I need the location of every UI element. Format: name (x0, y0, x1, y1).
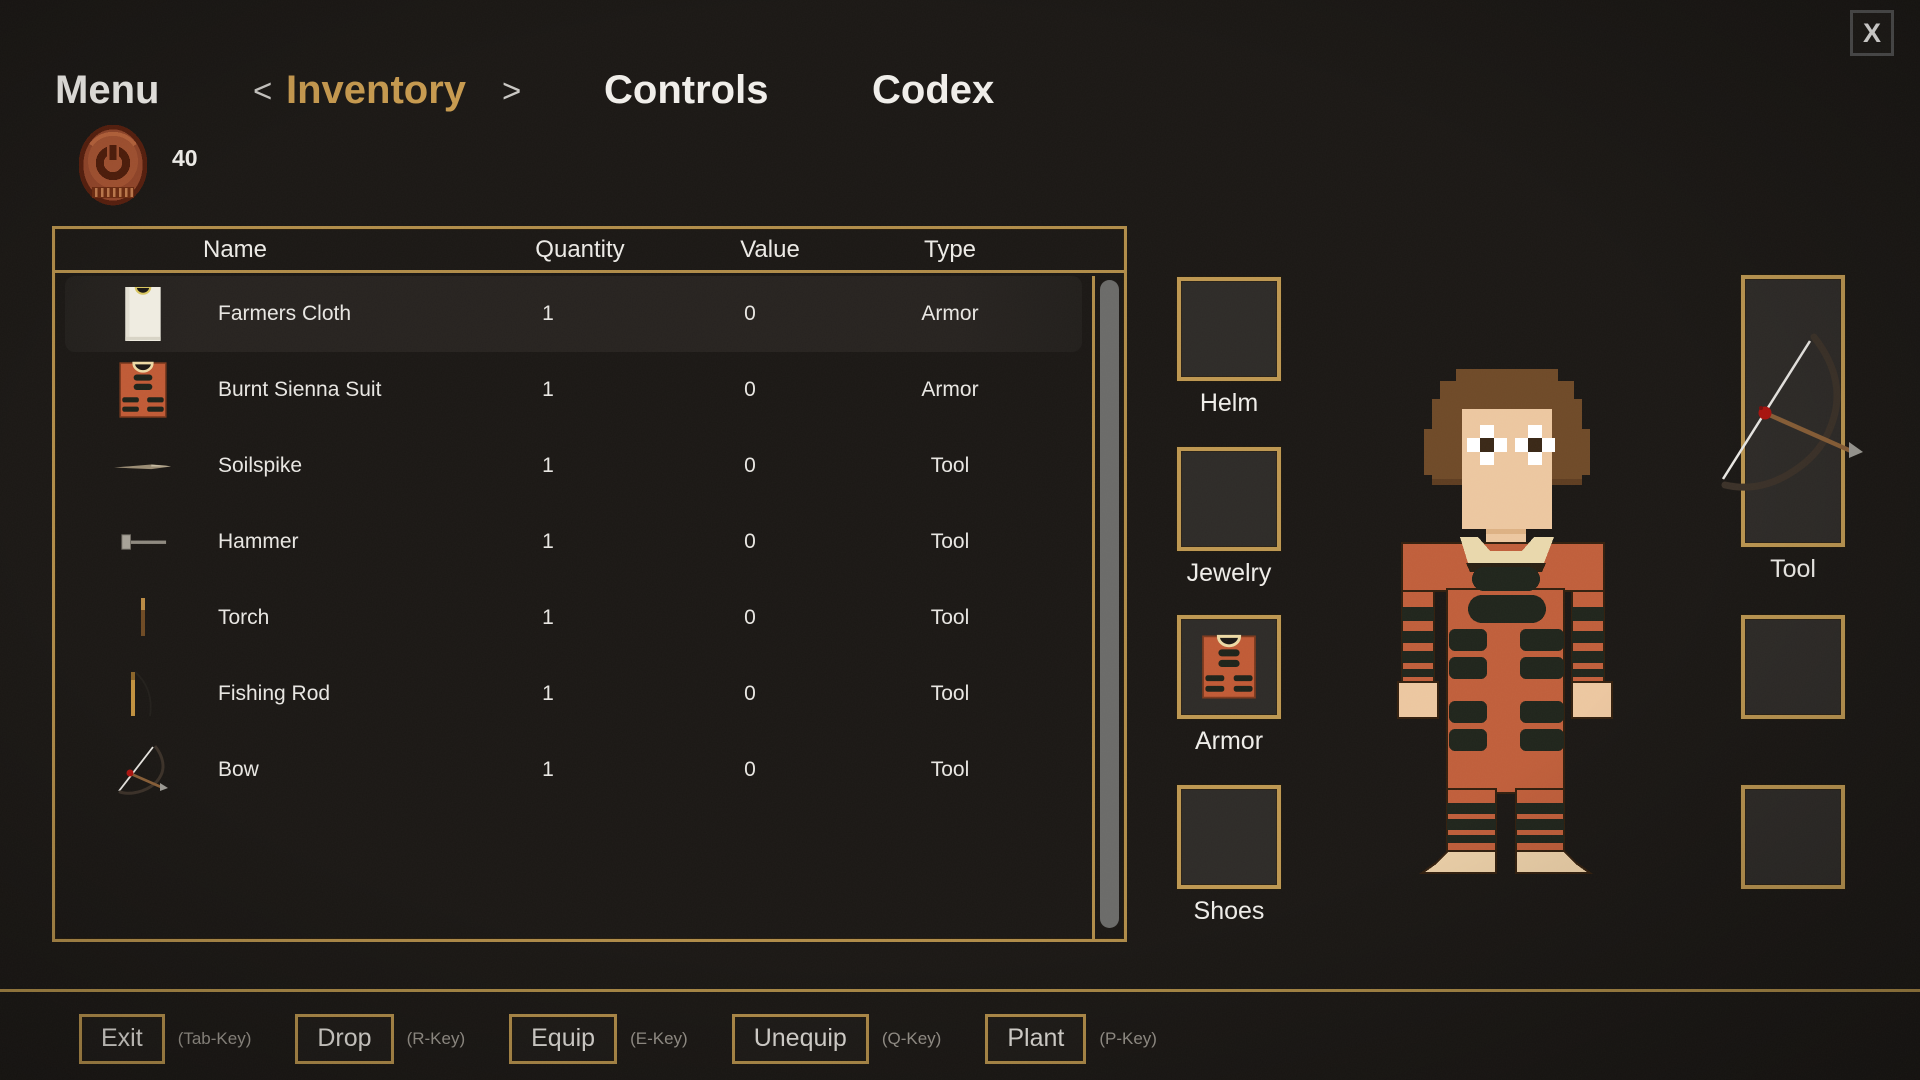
action-group: Equip (E-Key) (509, 1014, 732, 1064)
coin-amount: 40 (172, 145, 198, 171)
equip-slot-extra-2 (1741, 785, 1845, 889)
item-value: 0 (744, 682, 756, 705)
fishing-rod-icon (105, 656, 181, 732)
table-header: Name Quantity Value Type (55, 229, 1124, 273)
item-name: Fishing Rod (218, 682, 331, 705)
nav-tab-controls[interactable]: Controls (604, 68, 769, 112)
item-type: Armor (921, 302, 979, 325)
bottom-divider (0, 989, 1920, 992)
table-row[interactable]: Hammer 1 0 Tool (65, 504, 1082, 580)
item-type: Tool (930, 454, 970, 477)
equip-slot-shoes: Shoes (1177, 785, 1281, 926)
column-header-name: Name (202, 235, 268, 263)
item-type: Tool (930, 606, 970, 629)
slot-label: Shoes (1193, 897, 1265, 925)
item-quantity: 1 (542, 454, 554, 477)
item-value: 0 (744, 758, 756, 781)
action-group: Drop (R-Key) (295, 1014, 509, 1064)
chevron-right-icon[interactable]: > (502, 72, 522, 109)
item-quantity: 1 (542, 378, 554, 401)
farmers-cloth-icon (105, 276, 181, 352)
soilspike-icon (105, 428, 181, 504)
item-name: Torch (218, 606, 270, 629)
table-row[interactable]: Fishing Rod 1 0 Tool (65, 656, 1082, 732)
slot-label: Jewelry (1186, 559, 1272, 587)
key-hint: (E-Key) (630, 1029, 688, 1048)
equip-button[interactable]: Equip (509, 1014, 618, 1064)
key-hint: (R-Key) (406, 1029, 466, 1048)
table-row[interactable]: Bow 1 0 Tool (65, 732, 1082, 808)
equip-slot-armor: Armor (1177, 615, 1281, 756)
coin-icon (78, 124, 148, 207)
table-row[interactable]: Soilspike 1 0 Tool (65, 428, 1082, 504)
equip-slot-extra-1 (1741, 615, 1845, 719)
nav-tab-menu[interactable]: Menu (55, 68, 160, 112)
nav-tab-codex[interactable]: Codex (872, 68, 995, 112)
item-name: Soilspike (218, 454, 303, 477)
hammer-icon (105, 504, 181, 580)
table-row[interactable]: Torch 1 0 Tool (65, 580, 1082, 656)
action-group: Plant (P-Key) (985, 1014, 1201, 1064)
item-name: Hammer (218, 530, 299, 553)
item-quantity: 1 (542, 758, 554, 781)
item-type: Armor (921, 378, 979, 401)
burnt-sienna-suit-icon (105, 352, 181, 428)
column-header-value: Value (740, 235, 800, 263)
unequip-button[interactable]: Unequip (731, 1014, 869, 1064)
nav-tab-inventory[interactable]: Inventory (286, 68, 467, 112)
item-type: Tool (930, 530, 970, 553)
inventory-table: Name Quantity Value Type Farmers Cloth 1… (52, 226, 1127, 942)
item-name: Bow (218, 758, 259, 781)
equip-slot-tool: Tool (1721, 275, 1863, 584)
item-quantity: 1 (542, 682, 554, 705)
torch-icon (105, 580, 181, 656)
table-row[interactable]: Farmers Cloth 1 0 Armor (65, 276, 1082, 352)
key-hint: (P-Key) (1099, 1029, 1157, 1048)
key-hint: (Tab-Key) (177, 1029, 252, 1048)
action-group: Unequip (Q-Key) (731, 1014, 986, 1064)
character-sprite (1397, 369, 1613, 874)
item-value: 0 (744, 454, 756, 477)
equip-slot-jewelry: Jewelry (1177, 447, 1281, 588)
equip-slot-helm: Helm (1177, 277, 1281, 418)
burnt-sienna-suit-icon (1181, 619, 1277, 715)
slot-label: Tool (1770, 555, 1816, 583)
item-value: 0 (744, 530, 756, 553)
table-row[interactable]: Burnt Sienna Suit 1 0 Armor (65, 352, 1082, 428)
item-value: 0 (744, 302, 756, 325)
column-header-quantity: Quantity (535, 235, 625, 263)
slot-label: Armor (1194, 727, 1264, 755)
action-bar: Exit (Tab-Key) Drop (R-Key) Equip (E-Key… (79, 1013, 1201, 1065)
item-name: Farmers Cloth (218, 302, 352, 325)
item-type: Tool (930, 682, 970, 705)
table-body: Farmers Cloth 1 0 Armor Burnt Sienna Sui… (55, 276, 1092, 939)
plant-button[interactable]: Plant (985, 1014, 1087, 1064)
item-value: 0 (744, 606, 756, 629)
item-quantity: 1 (542, 302, 554, 325)
bow-icon (1721, 279, 1863, 543)
table-scrollbar-thumb[interactable] (1100, 280, 1119, 928)
action-group: Exit (Tab-Key) (79, 1014, 295, 1064)
item-type: Tool (930, 758, 970, 781)
exit-button[interactable]: Exit (79, 1014, 165, 1064)
column-header-type: Type (923, 235, 977, 263)
item-name: Burnt Sienna Suit (218, 378, 382, 401)
drop-button[interactable]: Drop (295, 1014, 394, 1064)
key-hint: (Q-Key) (881, 1029, 942, 1048)
slot-label: Helm (1199, 389, 1259, 417)
item-quantity: 1 (542, 606, 554, 629)
item-quantity: 1 (542, 530, 554, 553)
close-button[interactable]: X (1850, 10, 1894, 56)
table-scrollbar-track[interactable] (1092, 276, 1124, 939)
chevron-left-icon[interactable]: < (253, 72, 273, 109)
item-value: 0 (744, 378, 756, 401)
bow-icon (105, 732, 181, 808)
